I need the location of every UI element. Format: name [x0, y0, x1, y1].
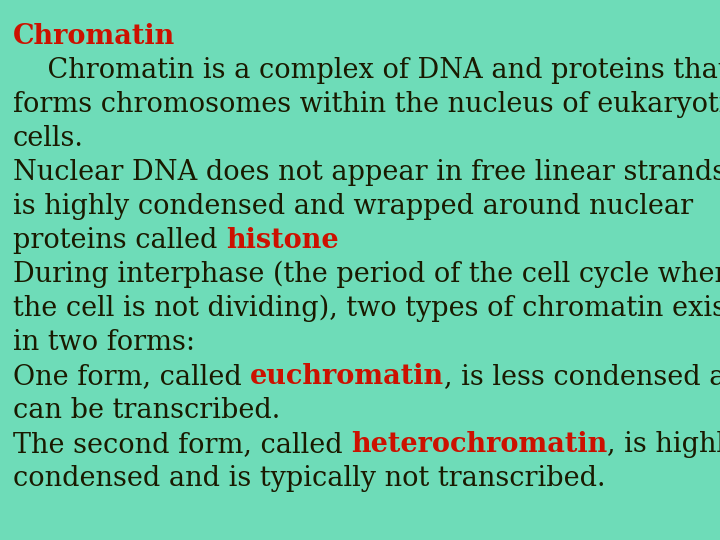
Text: forms chromosomes within the nucleus of eukaryotic: forms chromosomes within the nucleus of …: [13, 91, 720, 118]
Text: The second form, called: The second form, called: [13, 431, 351, 458]
Text: Chromatin: Chromatin: [13, 23, 175, 50]
Text: One form, called: One form, called: [13, 363, 251, 390]
Text: is highly condensed and wrapped around nuclear: is highly condensed and wrapped around n…: [13, 193, 693, 220]
Text: Nuclear DNA does not appear in free linear strands; it: Nuclear DNA does not appear in free line…: [13, 159, 720, 186]
Text: proteins called: proteins called: [13, 227, 226, 254]
Text: condensed and is typically not transcribed.: condensed and is typically not transcrib…: [13, 465, 606, 492]
Text: in two forms:: in two forms:: [13, 329, 195, 356]
Text: can be transcribed.: can be transcribed.: [13, 397, 280, 424]
Text: the cell is not dividing), two types of chromatin exists: the cell is not dividing), two types of …: [13, 295, 720, 322]
Text: During interphase (the period of the cell cycle where: During interphase (the period of the cel…: [13, 261, 720, 288]
Text: heterochromatin: heterochromatin: [351, 431, 608, 458]
Text: Chromatin is a complex of DNA and proteins that: Chromatin is a complex of DNA and protei…: [13, 57, 720, 84]
Text: cells.: cells.: [13, 125, 84, 152]
Text: euchromatin: euchromatin: [251, 363, 444, 390]
Text: , is highly: , is highly: [608, 431, 720, 458]
Text: histone: histone: [226, 227, 338, 254]
Text: , is less condensed and: , is less condensed and: [444, 363, 720, 390]
